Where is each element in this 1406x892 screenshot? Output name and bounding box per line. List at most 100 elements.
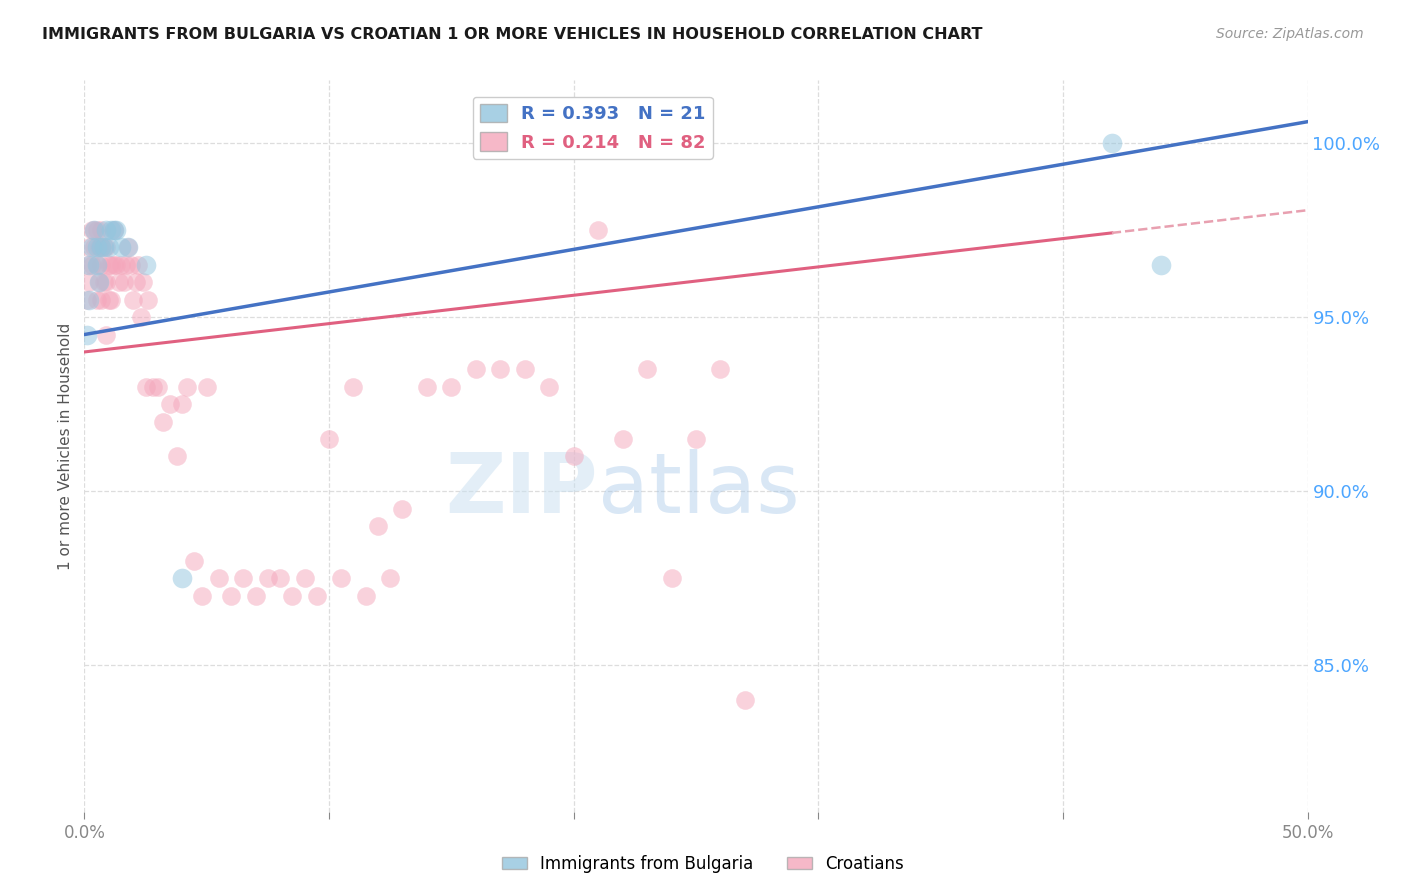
Point bbox=[103, 258, 125, 272]
Point bbox=[83, 223, 105, 237]
Point bbox=[120, 258, 142, 272]
Point bbox=[110, 240, 132, 254]
Point bbox=[416, 380, 439, 394]
Point bbox=[76, 293, 98, 307]
Point bbox=[191, 589, 214, 603]
Point bbox=[136, 293, 159, 307]
Point bbox=[77, 240, 100, 254]
Point bbox=[125, 275, 148, 289]
Point bbox=[103, 223, 125, 237]
Point bbox=[135, 380, 157, 394]
Point bbox=[172, 397, 194, 411]
Point bbox=[1101, 136, 1123, 150]
Point bbox=[152, 415, 174, 429]
Point bbox=[132, 275, 155, 289]
Point bbox=[86, 258, 108, 272]
Legend: Immigrants from Bulgaria, Croatians: Immigrants from Bulgaria, Croatians bbox=[495, 848, 911, 880]
Point bbox=[342, 380, 364, 394]
Point bbox=[96, 327, 118, 342]
Point bbox=[86, 223, 108, 237]
Point bbox=[135, 258, 157, 272]
Point bbox=[269, 571, 291, 585]
Point bbox=[440, 380, 463, 394]
Point bbox=[87, 275, 110, 289]
Point bbox=[97, 293, 120, 307]
Point bbox=[110, 258, 132, 272]
Point bbox=[96, 240, 118, 254]
Point bbox=[232, 571, 254, 585]
Point bbox=[93, 275, 115, 289]
Point bbox=[1150, 258, 1173, 272]
Point bbox=[90, 293, 112, 307]
Point bbox=[257, 571, 280, 585]
Point bbox=[183, 554, 205, 568]
Point bbox=[562, 450, 585, 464]
Point bbox=[513, 362, 536, 376]
Point bbox=[294, 571, 316, 585]
Point bbox=[391, 501, 413, 516]
Point bbox=[105, 258, 128, 272]
Point bbox=[76, 327, 98, 342]
Point bbox=[245, 589, 267, 603]
Point bbox=[83, 240, 105, 254]
Text: atlas: atlas bbox=[598, 450, 800, 531]
Point bbox=[100, 223, 122, 237]
Point bbox=[87, 240, 110, 254]
Point bbox=[159, 397, 181, 411]
Legend: R = 0.393   N = 21, R = 0.214   N = 82: R = 0.393 N = 21, R = 0.214 N = 82 bbox=[472, 96, 713, 159]
Text: IMMIGRANTS FROM BULGARIA VS CROATIAN 1 OR MORE VEHICLES IN HOUSEHOLD CORRELATION: IMMIGRANTS FROM BULGARIA VS CROATIAN 1 O… bbox=[42, 27, 983, 42]
Point bbox=[330, 571, 353, 585]
Point bbox=[96, 275, 118, 289]
Point bbox=[354, 589, 377, 603]
Point bbox=[90, 240, 112, 254]
Point bbox=[86, 293, 108, 307]
Point bbox=[709, 362, 731, 376]
Point bbox=[636, 362, 658, 376]
Y-axis label: 1 or more Vehicles in Household: 1 or more Vehicles in Household bbox=[58, 322, 73, 570]
Point bbox=[90, 258, 112, 272]
Point bbox=[87, 275, 110, 289]
Point bbox=[489, 362, 512, 376]
Point bbox=[76, 258, 98, 272]
Point bbox=[80, 258, 103, 272]
Point bbox=[105, 223, 128, 237]
Point bbox=[464, 362, 486, 376]
Point bbox=[107, 275, 129, 289]
Point bbox=[97, 258, 120, 272]
Point bbox=[305, 589, 328, 603]
Point bbox=[734, 693, 756, 707]
Point bbox=[172, 571, 194, 585]
Text: Source: ZipAtlas.com: Source: ZipAtlas.com bbox=[1216, 27, 1364, 41]
Point bbox=[100, 258, 122, 272]
Point bbox=[80, 223, 103, 237]
Point bbox=[146, 380, 169, 394]
Point bbox=[96, 223, 118, 237]
Point bbox=[661, 571, 683, 585]
Point bbox=[129, 310, 152, 325]
Point bbox=[86, 240, 108, 254]
Point bbox=[166, 450, 188, 464]
Point bbox=[115, 258, 138, 272]
Point bbox=[586, 223, 609, 237]
Point bbox=[77, 275, 100, 289]
Point bbox=[100, 293, 122, 307]
Point bbox=[219, 589, 242, 603]
Point bbox=[380, 571, 402, 585]
Point bbox=[142, 380, 165, 394]
Point bbox=[83, 223, 105, 237]
Point bbox=[117, 240, 139, 254]
Point bbox=[117, 240, 139, 254]
Point bbox=[122, 293, 145, 307]
Point bbox=[367, 519, 389, 533]
Point bbox=[112, 275, 135, 289]
Point bbox=[86, 258, 108, 272]
Point bbox=[127, 258, 149, 272]
Point bbox=[97, 240, 120, 254]
Point bbox=[90, 240, 112, 254]
Point bbox=[77, 258, 100, 272]
Point bbox=[318, 432, 340, 446]
Point bbox=[176, 380, 198, 394]
Point bbox=[281, 589, 304, 603]
Point bbox=[90, 223, 112, 237]
Point bbox=[103, 223, 125, 237]
